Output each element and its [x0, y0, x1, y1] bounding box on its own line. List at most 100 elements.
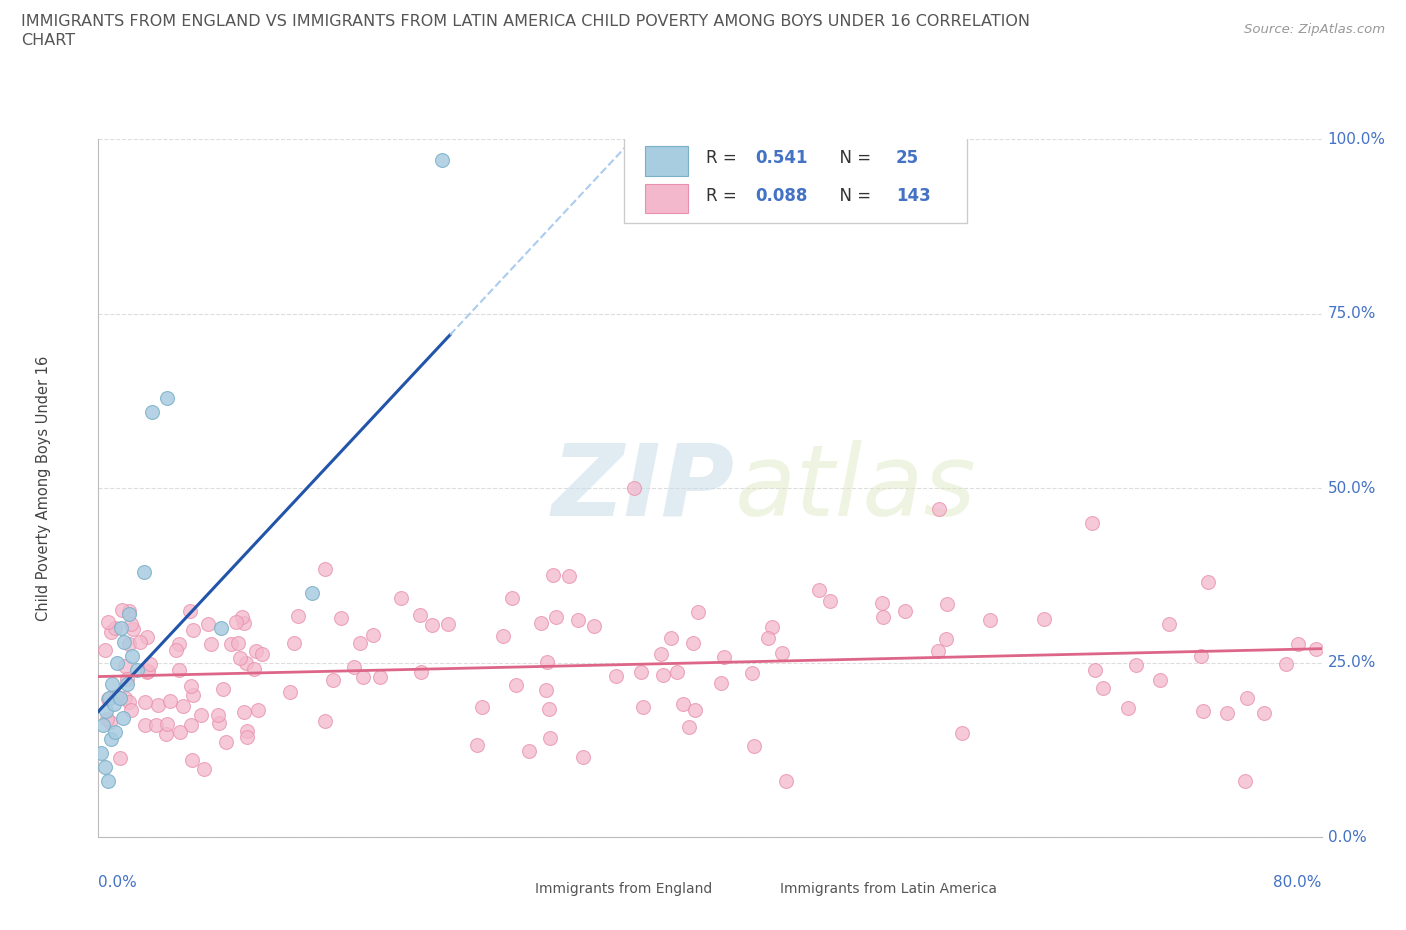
Point [228, 650, 250, 665]
Point [567, 613, 589, 628]
Point [101, 676, 124, 691]
Point [1286, 637, 1309, 652]
Point [232, 705, 254, 720]
Point [1125, 658, 1147, 672]
Text: IMMIGRANTS FROM ENGLAND VS IMMIGRANTS FROM LATIN AMERICA CHILD POVERTY AMONG BOY: IMMIGRANTS FROM ENGLAND VS IMMIGRANTS FR… [21, 14, 1031, 29]
Text: Child Poverty Among Boys Under 16: Child Poverty Among Boys Under 16 [37, 355, 51, 621]
Point [118, 606, 141, 621]
Point [159, 694, 181, 709]
Point [98, 714, 121, 729]
Point [231, 610, 253, 625]
Text: 143: 143 [896, 188, 931, 206]
Bar [502, 879, 529, 900]
Point [979, 612, 1001, 627]
Point [1234, 774, 1257, 789]
Text: Immigrants from Latin America: Immigrants from Latin America [780, 883, 997, 897]
Point [672, 697, 695, 711]
Point [1216, 706, 1239, 721]
Text: N =: N = [828, 188, 876, 206]
Point [94, 704, 117, 719]
Point [193, 761, 215, 776]
Point [349, 635, 371, 650]
Point [682, 636, 704, 651]
Point [894, 603, 917, 618]
Point [519, 744, 541, 759]
Point [1081, 515, 1104, 530]
Point [129, 634, 152, 649]
Text: ZIP: ZIP [551, 440, 734, 537]
Point [928, 502, 950, 517]
Point [207, 708, 229, 723]
Point [236, 724, 259, 738]
Point [1305, 642, 1327, 657]
Point [114, 658, 136, 673]
Point [208, 715, 231, 730]
Point [104, 620, 127, 635]
Bar [747, 879, 773, 900]
Point [557, 569, 579, 584]
Point [236, 729, 259, 744]
Point [1159, 618, 1181, 632]
Point [180, 678, 202, 693]
Point [134, 695, 156, 710]
Point [1084, 663, 1107, 678]
Point [343, 659, 366, 674]
Point [666, 665, 689, 680]
Point [278, 684, 301, 699]
Point [950, 725, 973, 740]
Point [97, 615, 120, 630]
Point [111, 602, 134, 617]
Point [219, 636, 242, 651]
Point [155, 727, 177, 742]
Point [630, 665, 652, 680]
Point [329, 610, 352, 625]
Point [120, 617, 142, 631]
Point [141, 404, 163, 418]
Point [121, 648, 143, 663]
Point [100, 732, 122, 747]
Point [125, 662, 148, 677]
Point [314, 562, 336, 577]
Point [683, 703, 706, 718]
Point [361, 627, 384, 642]
Point [96, 711, 118, 726]
Point [631, 699, 654, 714]
Text: 0.0%: 0.0% [1327, 830, 1367, 844]
Point [505, 678, 527, 693]
Point [678, 720, 700, 735]
Point [179, 604, 201, 618]
Text: N =: N = [828, 149, 876, 167]
Point [169, 663, 191, 678]
Point [232, 616, 254, 631]
Point [110, 620, 132, 635]
Point [536, 655, 558, 670]
Point [117, 676, 139, 691]
Point [1149, 672, 1171, 687]
Point [105, 655, 128, 670]
Point [538, 701, 561, 716]
Point [1032, 612, 1054, 627]
Text: 50.0%: 50.0% [1327, 481, 1376, 496]
Point [225, 614, 247, 629]
Point [134, 718, 156, 733]
Point [180, 718, 202, 733]
Point [1253, 706, 1275, 721]
Point [872, 609, 894, 624]
Point [118, 637, 141, 652]
Point [200, 636, 222, 651]
Text: 75.0%: 75.0% [1327, 306, 1376, 322]
Point [235, 656, 257, 671]
Point [352, 670, 374, 684]
Text: 0.0%: 0.0% [98, 875, 138, 890]
Point [322, 672, 344, 687]
Point [156, 717, 179, 732]
Point [756, 631, 779, 645]
Point [686, 604, 709, 619]
Text: 25.0%: 25.0% [1327, 655, 1376, 671]
FancyBboxPatch shape [624, 136, 967, 223]
Point [112, 634, 135, 649]
Point [807, 582, 830, 597]
Point [411, 665, 433, 680]
Point [582, 618, 605, 633]
Point [134, 565, 156, 579]
